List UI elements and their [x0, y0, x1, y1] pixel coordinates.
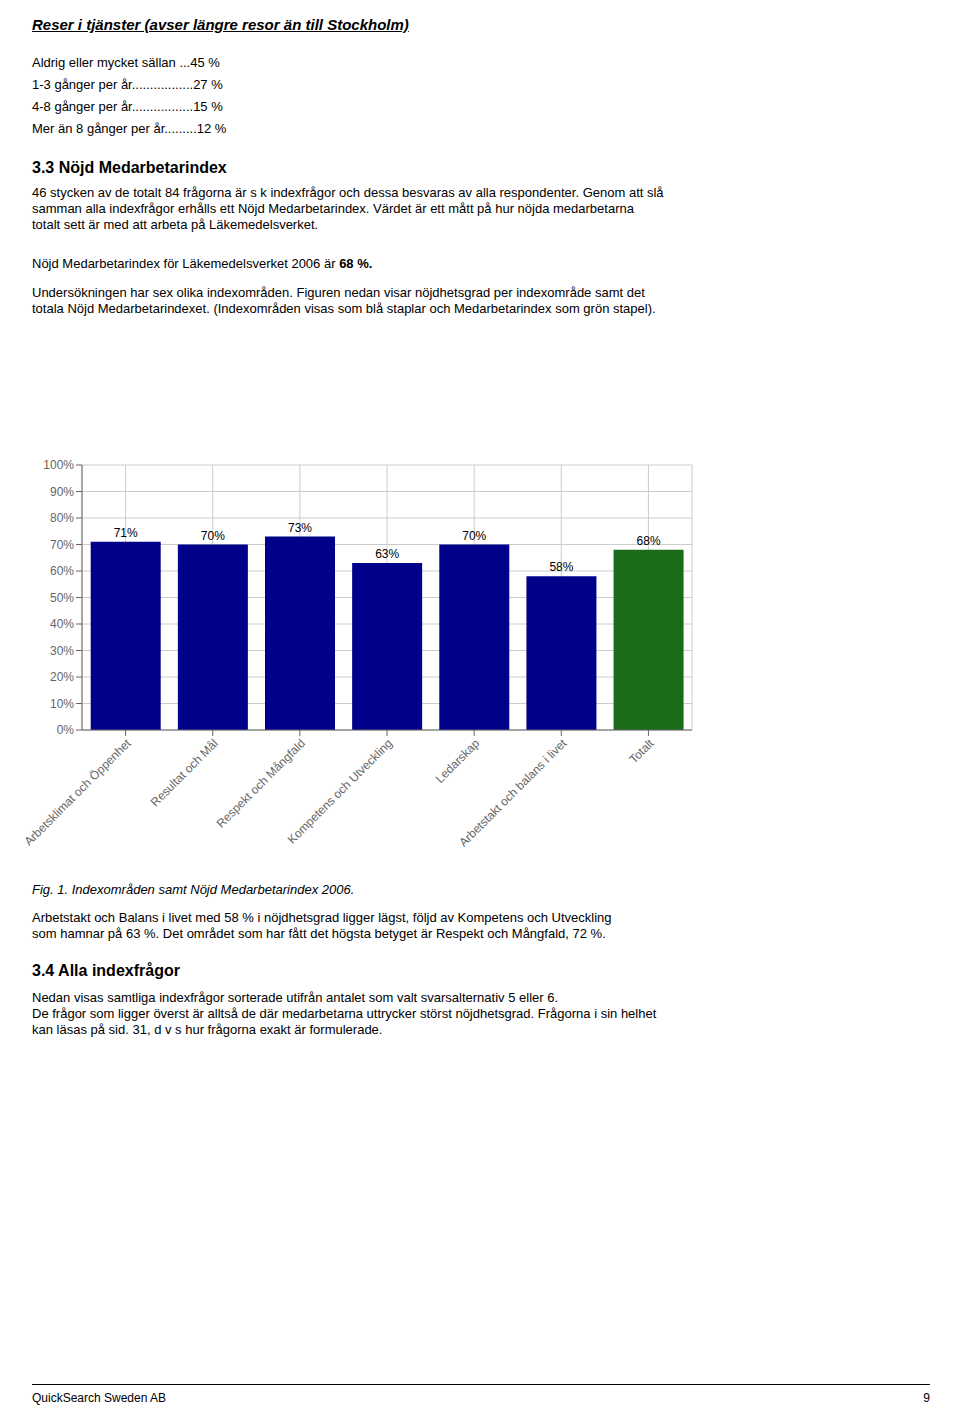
svg-text:90%: 90% — [50, 485, 74, 499]
html-text:Nedan visas samtliga indexfråg: Nedan visas samtliga indexfrågor sortera… — [32, 990, 558, 1005]
svg-text:73%: 73% — [288, 521, 312, 535]
svg-text:68%: 68% — [637, 534, 661, 548]
html-text:kan läsas på sid. 31, d v s hu: kan läsas på sid. 31, d v s hur frågorna… — [32, 1022, 383, 1037]
svg-text:40%: 40% — [50, 617, 74, 631]
svg-text:Respekt och Mångfald: Respekt och Mångfald — [214, 736, 308, 830]
svg-text:Arbetstakt och balans i livet: Arbetstakt och balans i livet — [456, 736, 570, 850]
html-text:De frågor som ligger överst är: De frågor som ligger överst är alltså de… — [32, 1006, 657, 1021]
html-text:3.3 Nöjd Medarbetarindex: 3.3 Nöjd Medarbetarindex — [32, 159, 227, 176]
html-text:3.4 Alla indexfrågor: 3.4 Alla indexfrågor — [32, 962, 180, 979]
html-text:1-3 gånger per år.............: 1-3 gånger per år.................27 % — [32, 77, 223, 92]
svg-text:63%: 63% — [375, 547, 399, 561]
html-text:9: 9 — [923, 1391, 930, 1405]
svg-text:50%: 50% — [50, 591, 74, 605]
html-text:Aldrig eller mycket sällan ...: Aldrig eller mycket sällan ...45 % — [32, 55, 220, 70]
html-text:som hamnar på 63 %. Det område: som hamnar på 63 %. Det området som har … — [32, 926, 606, 941]
html-text:samman alla indexfrågor erhåll: samman alla indexfrågor erhålls ett Nöjd… — [32, 201, 634, 216]
html-text:totalt sett är med att arbeta: totalt sett är med att arbeta på Läkemed… — [32, 217, 319, 232]
svg-text:58%: 58% — [549, 560, 573, 574]
svg-text:0%: 0% — [57, 723, 75, 737]
svg-text:100%: 100% — [43, 458, 74, 472]
svg-text:70%: 70% — [462, 529, 486, 543]
svg-text:70%: 70% — [201, 529, 225, 543]
html-text:QuickSearch Sweden AB: QuickSearch Sweden AB — [32, 1391, 167, 1405]
html-text:4-8 gånger per år.............: 4-8 gånger per år.................15 % — [32, 99, 223, 114]
svg-text:70%: 70% — [50, 538, 74, 552]
svg-text:Arbetsklimat och Öppenhet: Arbetsklimat och Öppenhet — [21, 736, 134, 849]
svg-text:Totalt: Totalt — [626, 736, 657, 767]
html-text:Arbetstakt och Balans i livet: Arbetstakt och Balans i livet med 58 % i… — [32, 910, 612, 925]
html-text:Nöjd Medarbetarindex för Läkem: Nöjd Medarbetarindex för Läkemedelsverke… — [32, 256, 373, 271]
svg-text:10%: 10% — [50, 697, 74, 711]
svg-text:71%: 71% — [114, 526, 138, 540]
html-text:Undersökningen har sex olika i: Undersökningen har sex olika indexområde… — [32, 285, 645, 300]
svg-text:Resultat och Mål: Resultat och Mål — [148, 736, 221, 809]
svg-text:60%: 60% — [50, 564, 74, 578]
svg-text:20%: 20% — [50, 670, 74, 684]
svg-text:80%: 80% — [50, 511, 74, 525]
svg-text:30%: 30% — [50, 644, 74, 658]
html-text:Mer än 8 gånger per år........: Mer än 8 gånger per år.........12 % — [32, 121, 227, 136]
svg-text:Kompetens och Utveckling: Kompetens och Utveckling — [285, 736, 395, 846]
html-text:Reser i tjänster (avser längre: Reser i tjänster (avser längre resor än … — [32, 16, 409, 33]
svg-text:Ledarskap: Ledarskap — [433, 736, 483, 786]
html-text:46 stycken av de totalt 84 frå: 46 stycken av de totalt 84 frågorna är s… — [32, 185, 664, 200]
html-text:Fig. 1. Indexområden samt Nöjd: Fig. 1. Indexområden samt Nöjd Medarbeta… — [32, 882, 355, 897]
html-text:totala Nöjd Medarbetarindexet.: totala Nöjd Medarbetarindexet. (Indexomr… — [32, 301, 656, 316]
